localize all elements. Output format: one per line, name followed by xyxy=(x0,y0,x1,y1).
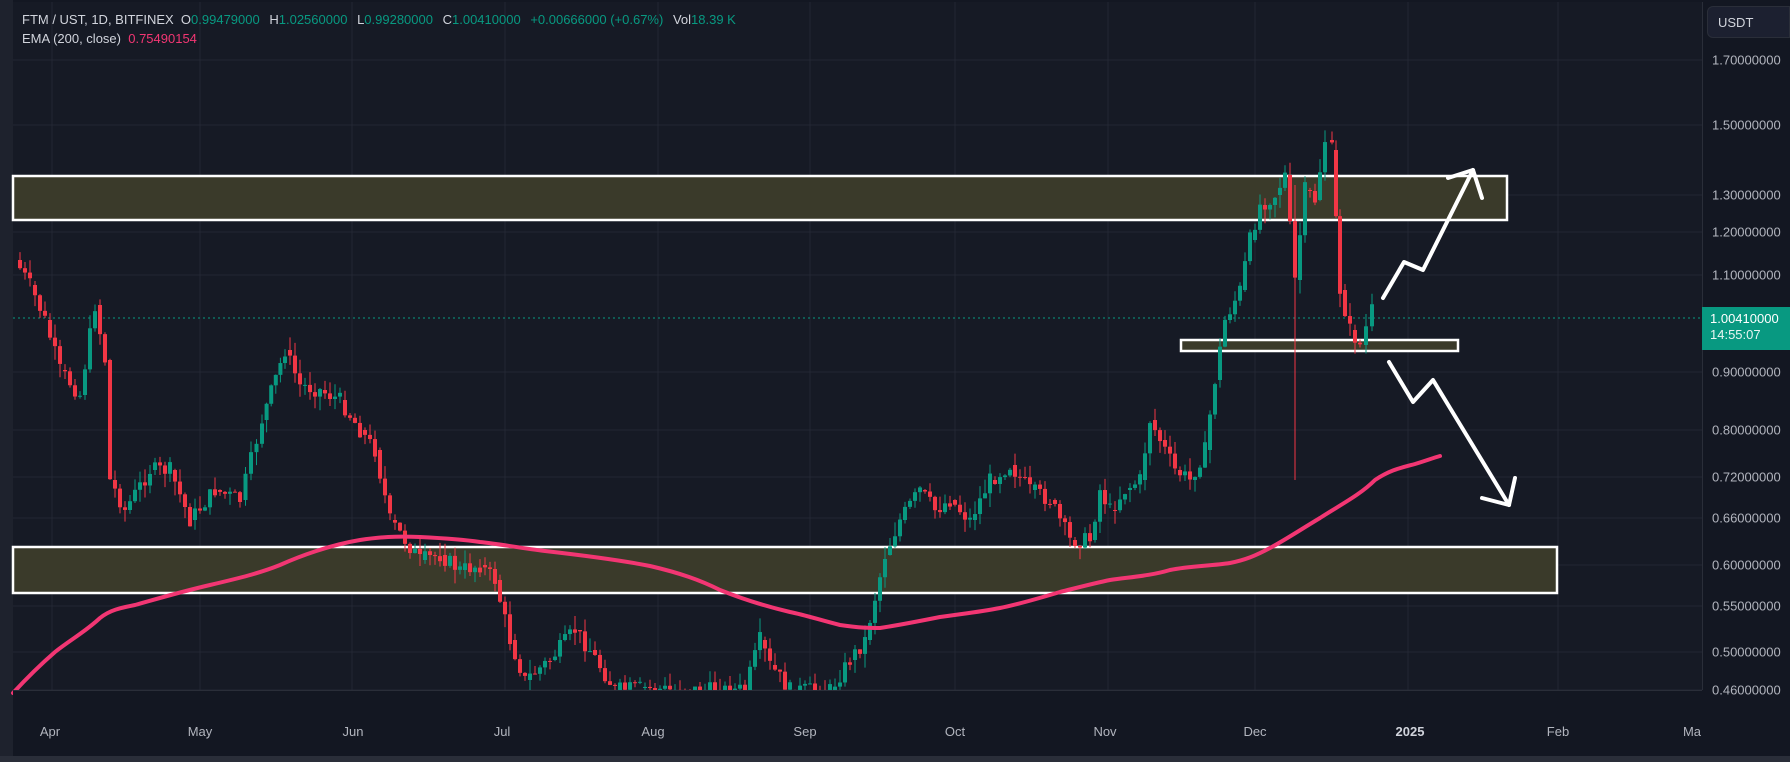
price-tick: 1.30000000 xyxy=(1712,187,1781,203)
bullish-arrow-head xyxy=(1446,168,1484,200)
price-tick: 0.50000000 xyxy=(1712,644,1781,660)
resistance-zone xyxy=(11,174,1509,222)
time-axis[interactable] xyxy=(13,690,1702,757)
open-value: 0.99479000 xyxy=(191,12,260,27)
currency-selector-button[interactable]: USDT xyxy=(1707,6,1790,38)
price-tick: 0.66000000 xyxy=(1712,510,1781,526)
support-zone xyxy=(11,545,1559,595)
time-tick: Nov xyxy=(1093,724,1117,739)
high-value: 1.02560000 xyxy=(278,12,348,27)
price-tick: 1.20000000 xyxy=(1712,224,1781,240)
time-tick: May xyxy=(187,724,213,739)
chart-legend: FTM / UST, 1D, BITFINEX O0.99479000 H1.0… xyxy=(22,10,742,48)
price-tick: 1.70000000 xyxy=(1712,52,1781,68)
time-tick: Jun xyxy=(342,724,364,739)
price-tick: 0.80000000 xyxy=(1712,422,1781,438)
close-label: C xyxy=(442,12,452,27)
current-price-value: 1.00410000 xyxy=(1710,311,1779,326)
price-tick: 0.46000000 xyxy=(1712,682,1781,698)
time-tick-year: 2025 xyxy=(1395,724,1425,739)
low-label: L xyxy=(357,12,365,27)
bottom-scrollbar[interactable] xyxy=(0,756,1790,762)
bearish-projection-arrow xyxy=(1387,360,1511,507)
high-label: H xyxy=(269,12,279,27)
close-value: 1.00410000 xyxy=(452,12,521,27)
ohlc-row: FTM / UST, 1D, BITFINEX O0.99479000 H1.0… xyxy=(22,10,742,29)
time-tick: Apr xyxy=(39,724,61,739)
time-tick: Feb xyxy=(1546,724,1570,739)
price-tick: 0.90000000 xyxy=(1712,364,1781,380)
volume-value: 18.39 K xyxy=(691,12,736,27)
ema-value: 0.75490154 xyxy=(128,31,197,46)
mid-support-zone xyxy=(1179,338,1460,353)
price-tick: 1.50000000 xyxy=(1712,117,1781,133)
price-tick: 1.10000000 xyxy=(1712,267,1781,283)
time-tick: Sep xyxy=(793,724,817,739)
open-label: O xyxy=(180,12,192,27)
left-toolbar-strip xyxy=(0,0,13,762)
change-value: +0.00666000 (+0.67%) xyxy=(530,12,664,27)
time-tick: Aug xyxy=(641,724,665,739)
current-price-label: 1.00410000 14:55:07 xyxy=(1702,307,1790,350)
bearish-arrow-head xyxy=(1480,476,1517,507)
volume-label: Vol xyxy=(672,12,692,27)
price-tick: 0.60000000 xyxy=(1712,557,1781,573)
ema-row[interactable]: EMA (200, close) 0.75490154 xyxy=(22,29,742,48)
time-tick: Dec xyxy=(1243,724,1267,739)
bar-countdown: 14:55:07 xyxy=(1710,327,1761,342)
horizontal-grid xyxy=(13,59,1702,691)
ema-label: EMA (200, close) xyxy=(22,31,121,46)
low-value: 0.99280000 xyxy=(364,12,433,27)
time-tick: Oct xyxy=(944,724,966,739)
time-tick: Ma xyxy=(1682,724,1702,739)
price-tick: 0.72000000 xyxy=(1712,469,1781,485)
bullish-projection-arrow xyxy=(1381,168,1475,300)
candlesticks xyxy=(18,130,1374,691)
ema-200-line xyxy=(11,454,1442,695)
time-tick: Jul xyxy=(493,724,511,739)
price-tick: 0.55000000 xyxy=(1712,598,1781,614)
symbol-label[interactable]: FTM / UST, 1D, BITFINEX xyxy=(22,12,174,27)
